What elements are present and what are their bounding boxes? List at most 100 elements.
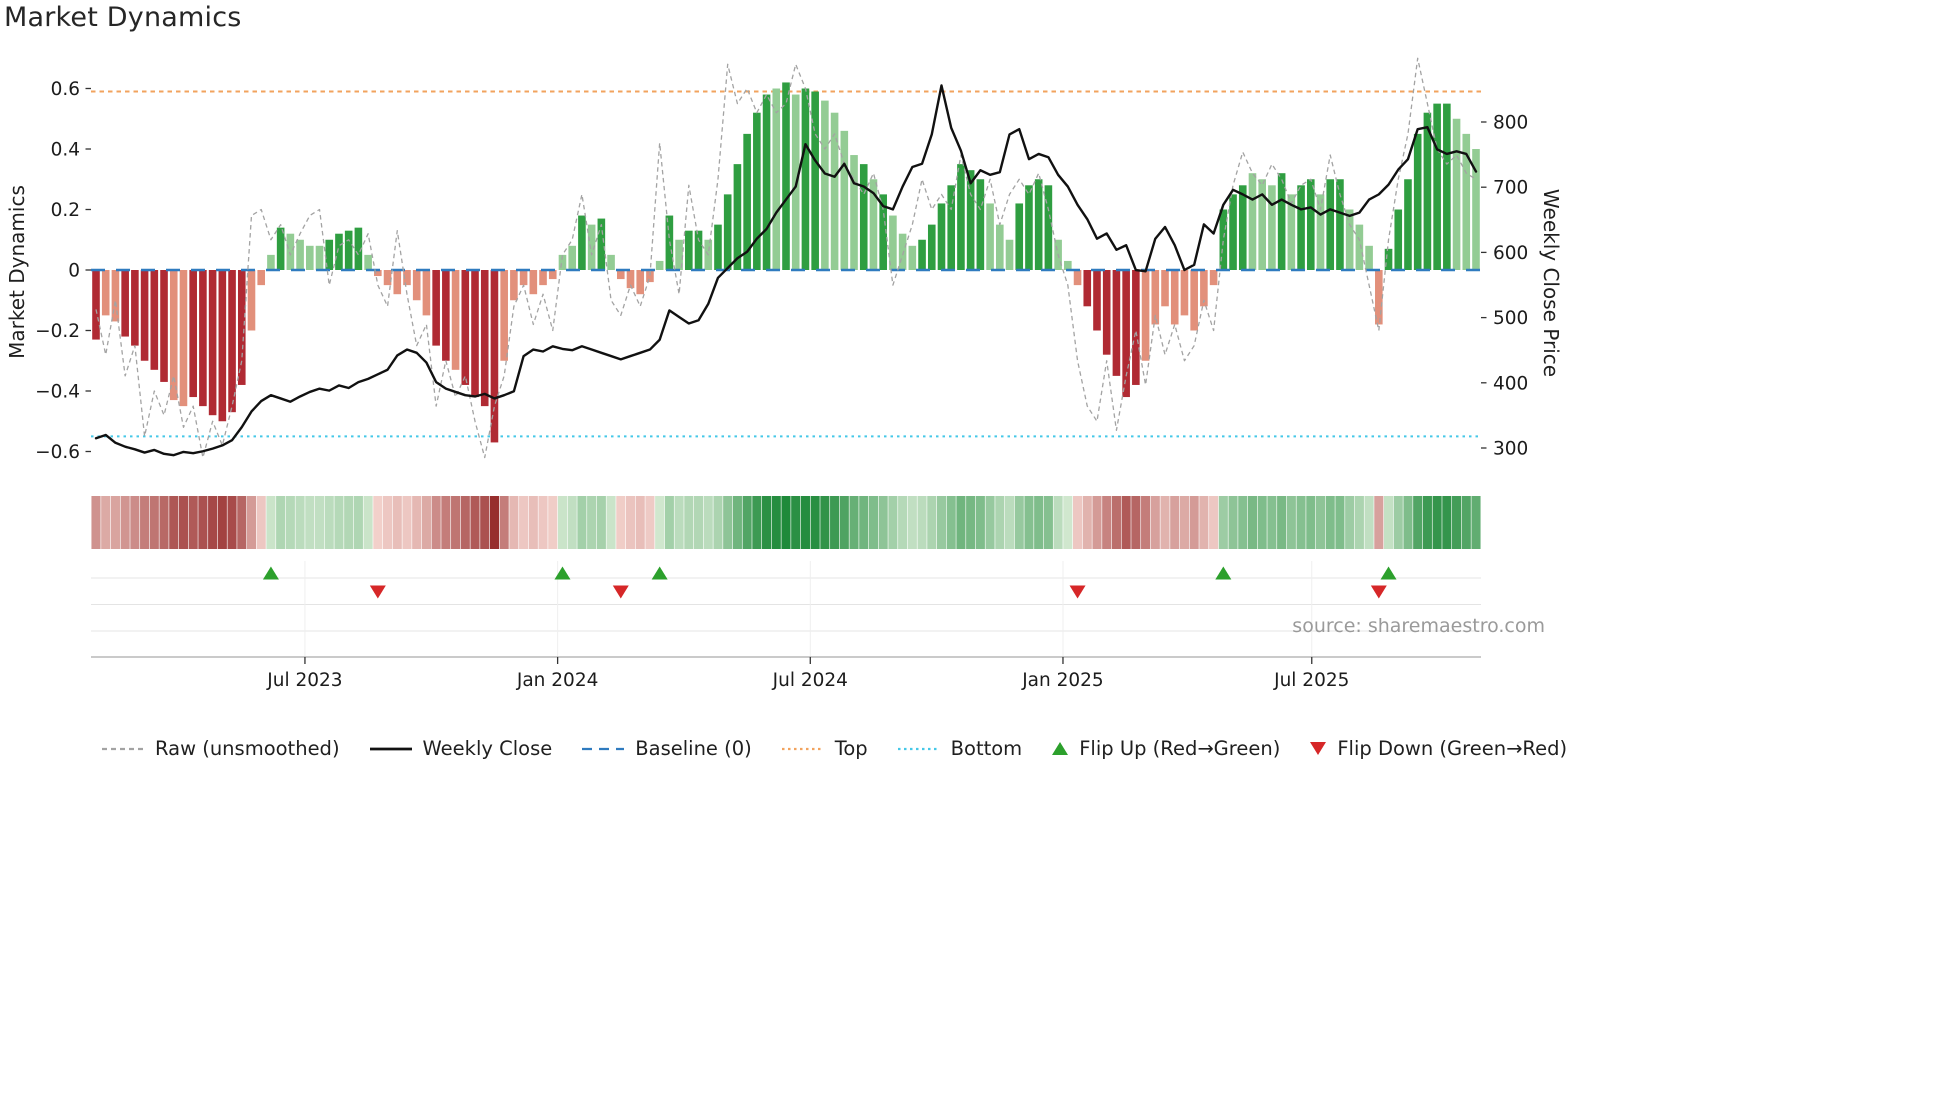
legend-item-flip-up: Flip Up (Red→Green) bbox=[1050, 737, 1280, 760]
oscillator-bar bbox=[743, 133, 751, 270]
oscillator-bar bbox=[228, 270, 236, 413]
heatmap-cell bbox=[1422, 496, 1432, 549]
oscillator-bar bbox=[918, 239, 926, 270]
oscillator-bar bbox=[548, 270, 557, 280]
oscillator-bar bbox=[1102, 270, 1111, 355]
heatmap-cell bbox=[266, 496, 276, 549]
heatmap-cell bbox=[567, 496, 577, 549]
heatmap-cell bbox=[110, 496, 120, 549]
heatmap-cell bbox=[723, 496, 733, 549]
oscillator-bar bbox=[1443, 103, 1451, 270]
oscillator-bar bbox=[412, 270, 421, 301]
oscillator-bar bbox=[1345, 209, 1354, 270]
triangle-down-icon bbox=[1310, 742, 1327, 755]
oscillator-bar bbox=[558, 254, 567, 270]
heatmap-cell bbox=[781, 496, 791, 549]
oscillator-bar bbox=[131, 270, 139, 346]
legend: Raw (unsmoothed) Weekly Close Baseline (… bbox=[100, 737, 1567, 760]
heatmap-cell bbox=[276, 496, 286, 549]
y-tick-label-right: 600 bbox=[1493, 243, 1528, 264]
heatmap-cell bbox=[1179, 496, 1189, 549]
oscillator-bar bbox=[1365, 245, 1373, 270]
oscillator-bar bbox=[908, 245, 917, 270]
left-axis-label: Market Dynamics bbox=[5, 185, 29, 359]
oscillator-bar bbox=[1316, 194, 1325, 270]
heatmap-cell bbox=[285, 496, 295, 549]
y-tick-label-right: 800 bbox=[1493, 113, 1528, 134]
heatmap-cell bbox=[295, 496, 305, 549]
heatmap-cell bbox=[538, 496, 548, 549]
oscillator-bar bbox=[179, 270, 188, 407]
heatmap-cell bbox=[936, 496, 947, 549]
y-tick-label-left: 0.6 bbox=[51, 79, 80, 100]
y-tick-label-right: 300 bbox=[1493, 439, 1528, 460]
oscillator-bar bbox=[1433, 103, 1441, 270]
heatmap-cell bbox=[460, 496, 470, 549]
heatmap-cell bbox=[917, 496, 927, 549]
legend-label: Flip Up (Red→Green) bbox=[1079, 737, 1281, 760]
heatmap-cell bbox=[557, 496, 568, 549]
heatmap-cell bbox=[480, 496, 490, 549]
oscillator-bar bbox=[1083, 270, 1092, 307]
heatmap-cell bbox=[752, 496, 762, 549]
heatmap-cell bbox=[509, 496, 519, 549]
oscillator-bar bbox=[451, 270, 460, 370]
flip-up-marker bbox=[262, 566, 279, 580]
oscillator-bar bbox=[685, 230, 693, 270]
oscillator-bar bbox=[199, 270, 207, 407]
heatmap-cell bbox=[1364, 496, 1374, 549]
heatmap-cell bbox=[635, 496, 645, 549]
oscillator-bar bbox=[315, 245, 324, 270]
heatmap-cell bbox=[625, 496, 636, 549]
oscillator-bar bbox=[1404, 179, 1412, 270]
oscillator-bar bbox=[1122, 270, 1130, 398]
oscillator-bar bbox=[296, 239, 304, 270]
oscillator-bar bbox=[830, 112, 839, 270]
solid-line-icon bbox=[369, 747, 412, 750]
oscillator-bar bbox=[859, 164, 868, 270]
heatmap-cell bbox=[101, 496, 111, 549]
oscillator-bar bbox=[1394, 209, 1403, 270]
y-tick-label-right: 500 bbox=[1493, 308, 1528, 329]
legend-item-bottom: Bottom bbox=[896, 737, 1022, 760]
oscillator-bar bbox=[1209, 270, 1218, 286]
oscillator-bar bbox=[276, 227, 285, 270]
dotted-line-icon bbox=[897, 747, 940, 750]
heatmap-cell bbox=[1014, 496, 1024, 549]
oscillator-bar bbox=[101, 270, 110, 316]
oscillator-bar bbox=[723, 194, 732, 270]
heatmap-cell bbox=[519, 496, 529, 549]
heatmap-cell bbox=[684, 496, 694, 549]
heatmap-cell bbox=[577, 496, 587, 549]
heatmap-cell bbox=[1111, 496, 1121, 549]
heatmap-cell bbox=[956, 496, 966, 549]
oscillator-bar bbox=[160, 270, 168, 382]
oscillator-bar bbox=[1268, 185, 1276, 270]
oscillator-bar bbox=[1258, 179, 1266, 270]
heatmap-cell bbox=[762, 496, 772, 549]
oscillator-bar bbox=[1423, 112, 1432, 270]
oscillator-bar bbox=[169, 270, 178, 401]
oscillator-bar bbox=[500, 270, 508, 361]
heatmap-cell bbox=[1345, 496, 1355, 549]
heatmap-cell bbox=[1277, 496, 1287, 549]
heatmap-cell bbox=[237, 496, 247, 549]
heatmap-cell bbox=[1082, 496, 1092, 549]
oscillator-bar bbox=[364, 254, 372, 270]
oscillator-bar bbox=[636, 270, 645, 295]
heatmap-cell bbox=[693, 496, 704, 549]
heatmap-cell bbox=[120, 496, 130, 549]
oscillator-bar bbox=[578, 215, 586, 270]
oscillator-bar bbox=[1306, 179, 1315, 270]
heatmap-cell bbox=[178, 496, 189, 549]
heatmap-cell bbox=[1325, 496, 1335, 549]
heatmap-cell bbox=[800, 496, 810, 549]
oscillator-bar bbox=[840, 130, 849, 270]
dotted-line-icon bbox=[781, 747, 824, 750]
oscillator-bar bbox=[1375, 270, 1383, 325]
heatmap-cell bbox=[149, 496, 159, 549]
heatmap-cell bbox=[587, 496, 597, 549]
oscillator-bar bbox=[898, 233, 907, 270]
flip-down-marker bbox=[1069, 585, 1086, 599]
